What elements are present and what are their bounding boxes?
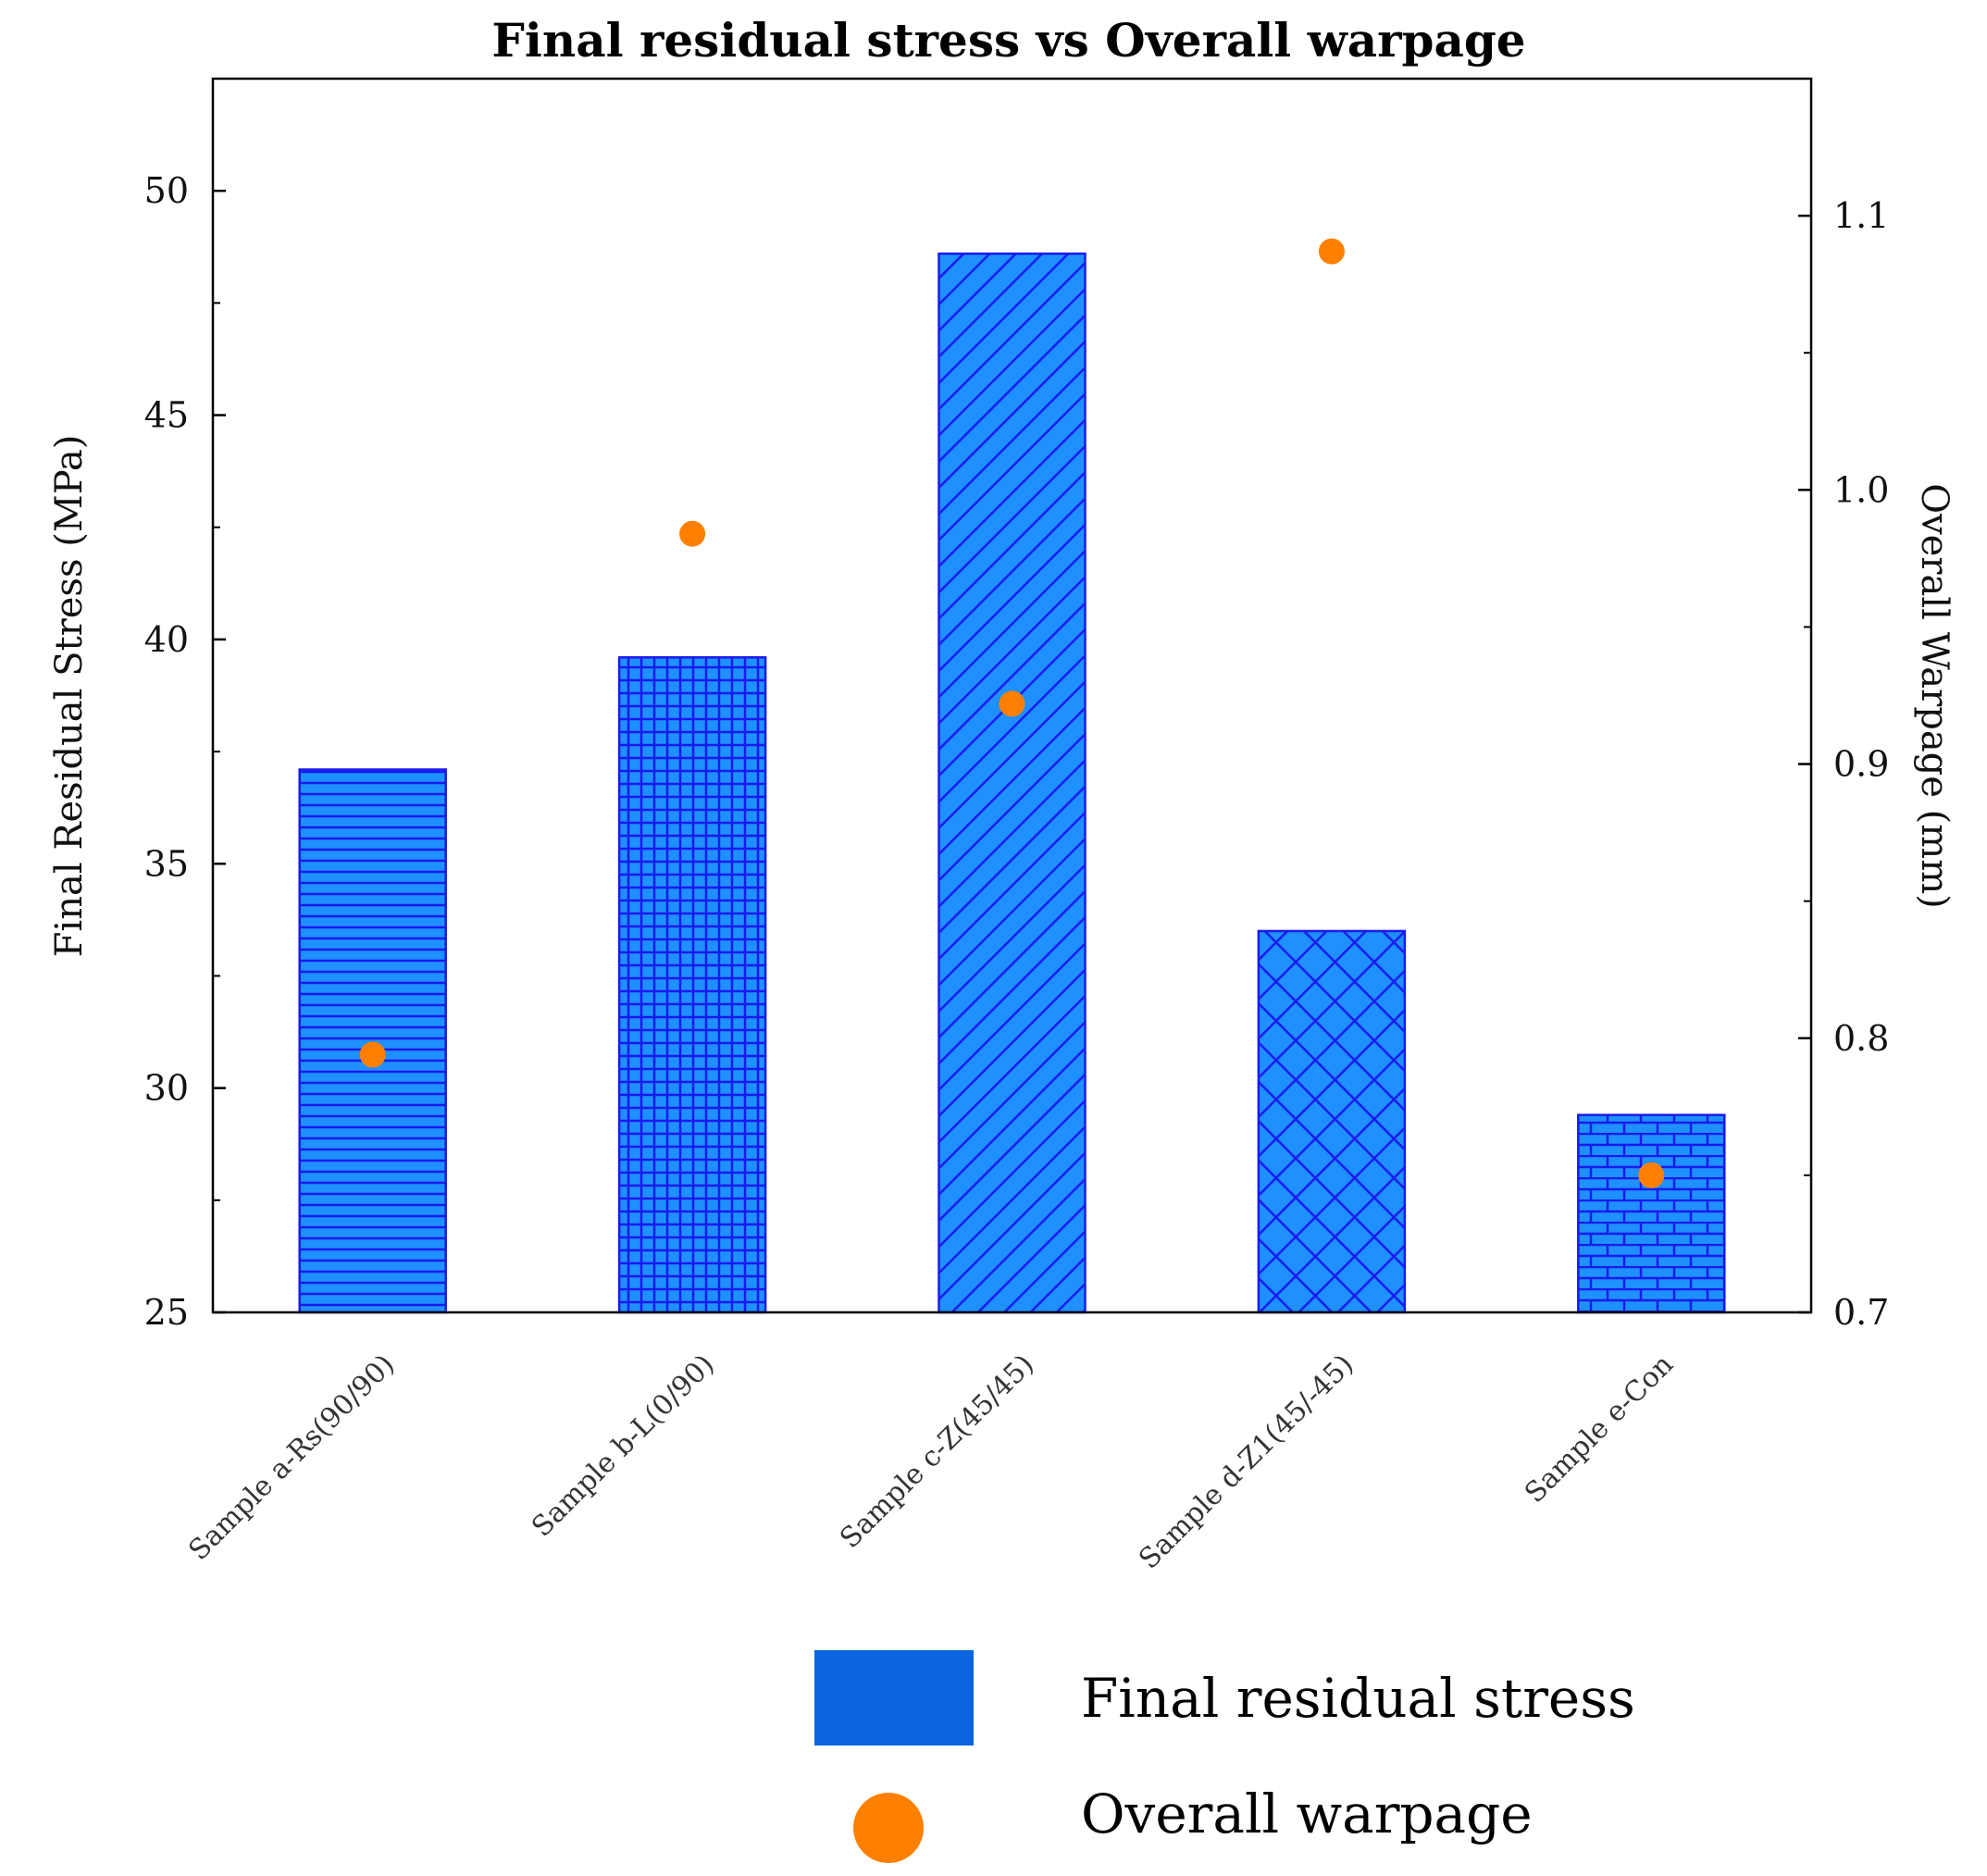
bar-1 — [298, 768, 447, 1314]
y-tick-label-1: 25 — [144, 1292, 189, 1333]
warpage-point-4 — [1318, 238, 1345, 265]
y-tick-label-3: 35 — [144, 843, 189, 884]
y-tick-label-2: 30 — [144, 1068, 189, 1109]
y-tick-label-6: 50 — [144, 170, 189, 211]
y2-tick-label-1: 0.7 — [1833, 1292, 1889, 1333]
right-axis: 0.7 0.8 0.9 1.0 1.1 — [1798, 195, 1889, 1333]
y-tick-label-5: 45 — [144, 395, 189, 436]
left-axis: 25 30 35 40 45 50 — [144, 170, 226, 1333]
warpage-point-2 — [679, 520, 706, 547]
x-axis: Sample a-Rs(90/90) Sample b-L(0/90) Sample… — [182, 1348, 1680, 1576]
warpage-series — [359, 238, 1665, 1188]
x-tick-label-5: Sample e-Con — [1519, 1348, 1680, 1509]
legend-circle-swatch — [853, 1793, 924, 1863]
chart-title: Final residual stress vs Overall warpage — [491, 13, 1525, 68]
plot-frame — [211, 77, 1813, 1314]
bar-2 — [617, 656, 767, 1314]
legend: Final residual stress Overall warpage — [814, 1650, 1635, 1863]
x-tick-label-3: Sample c-Z(45/45) — [834, 1348, 1040, 1555]
warpage-point-3 — [999, 690, 1025, 717]
warpage-point-1 — [359, 1041, 386, 1068]
x-tick-label-1: Sample a-Rs(90/90) — [182, 1348, 401, 1567]
bar-4 — [1257, 929, 1407, 1314]
x-tick-label-2: Sample b-L(0/90) — [526, 1348, 721, 1544]
y2-tick-label-4: 1.0 — [1833, 469, 1889, 510]
warpage-point-5 — [1638, 1162, 1665, 1188]
x-tick-label-4: Sample d-Z1(45/-45) — [1133, 1348, 1360, 1576]
bar-series — [298, 252, 1726, 1314]
y2-tick-label-2: 0.8 — [1833, 1018, 1889, 1059]
bar-3 — [938, 252, 1087, 1314]
legend-label-warpage: Overall warpage — [1081, 1783, 1533, 1845]
legend-bar-swatch — [814, 1650, 974, 1746]
legend-label-stress: Final residual stress — [1081, 1667, 1635, 1730]
y2-tick-label-5: 1.1 — [1833, 195, 1889, 236]
y2-axis-label: Overall Warpage (mm) — [1913, 483, 1956, 908]
y-axis-label: Final Residual Stress (MPa) — [48, 435, 91, 958]
bar-5 — [1577, 1113, 1726, 1314]
y2-tick-label-3: 0.9 — [1833, 744, 1889, 785]
y-tick-label-4: 40 — [144, 619, 189, 660]
